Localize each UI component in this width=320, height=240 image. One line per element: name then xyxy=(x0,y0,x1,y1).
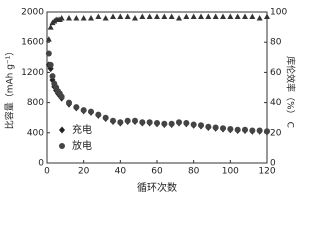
y-tick-label: 400 xyxy=(27,128,44,138)
y-tick-label: 2000 xyxy=(21,8,44,18)
point xyxy=(161,13,168,20)
point xyxy=(234,126,241,133)
point xyxy=(88,108,94,115)
point xyxy=(117,119,124,126)
point xyxy=(132,117,138,124)
point xyxy=(227,13,234,20)
x-tick-label: 20 xyxy=(78,167,90,177)
point xyxy=(58,93,65,100)
point xyxy=(88,15,94,21)
point xyxy=(80,15,87,21)
point xyxy=(132,15,138,21)
point xyxy=(212,13,219,20)
x-tick-label: 120 xyxy=(258,167,275,177)
point xyxy=(234,13,241,20)
point xyxy=(190,121,197,128)
point xyxy=(95,13,102,20)
point xyxy=(102,15,109,21)
point xyxy=(110,117,116,124)
point xyxy=(176,119,182,126)
point xyxy=(256,15,263,21)
point xyxy=(205,123,212,130)
point xyxy=(154,119,160,126)
point xyxy=(45,50,52,57)
point xyxy=(227,126,234,133)
point xyxy=(80,107,87,114)
point xyxy=(73,104,80,111)
point xyxy=(47,24,54,30)
point xyxy=(249,127,256,134)
y-tick-label: 0 xyxy=(38,159,44,169)
point xyxy=(139,119,146,126)
point xyxy=(249,13,256,20)
point xyxy=(95,111,102,118)
y2-axis-label: 库伦效率（%） C xyxy=(285,56,297,128)
point xyxy=(45,36,52,42)
x-tick-label: 40 xyxy=(115,167,127,177)
point xyxy=(124,13,131,20)
point xyxy=(124,117,131,124)
point xyxy=(146,119,153,126)
point xyxy=(154,13,160,20)
point xyxy=(264,128,270,135)
point xyxy=(73,15,80,21)
point xyxy=(256,127,263,134)
point xyxy=(117,13,124,20)
x-axis-label: 循环次数 xyxy=(137,181,177,194)
x-tick-label: 100 xyxy=(222,167,239,177)
y2-tick-label: 100 xyxy=(270,8,287,18)
chart: 循环次数 比容量（mAh g⁻¹） 库伦效率（%） C 0 20 40 60 80 100… xyxy=(4,8,297,195)
point xyxy=(242,126,248,133)
y2-tick-label: 20 xyxy=(270,128,282,138)
point xyxy=(66,99,72,106)
point xyxy=(110,13,116,20)
x-tick-label: 80 xyxy=(188,167,200,177)
point xyxy=(190,13,197,20)
point xyxy=(176,15,182,21)
legend-label: 放电 xyxy=(72,139,92,152)
point xyxy=(168,13,175,20)
point xyxy=(220,13,226,20)
point xyxy=(139,13,146,20)
point xyxy=(49,73,56,80)
point xyxy=(183,119,190,126)
point xyxy=(198,13,204,20)
y2-tick-label: 0 xyxy=(270,159,276,169)
point xyxy=(242,13,248,20)
legend-marker xyxy=(59,126,65,134)
point xyxy=(264,13,270,20)
point xyxy=(220,125,226,132)
point xyxy=(183,13,190,20)
x-tick-label: 0 xyxy=(44,167,50,177)
point xyxy=(66,15,72,21)
point xyxy=(161,120,168,127)
point xyxy=(212,124,219,131)
y2-tick-label: 60 xyxy=(270,68,282,78)
y2-tick-label: 80 xyxy=(270,38,282,48)
point xyxy=(205,13,212,20)
x-tick-label: 60 xyxy=(151,167,163,177)
y2-tick-label: 40 xyxy=(270,98,282,108)
y-axis-label: 比容量（mAh g⁻¹） xyxy=(4,47,16,130)
y-tick-label: 1200 xyxy=(21,68,44,78)
legend-label: 充电 xyxy=(72,123,92,136)
point xyxy=(47,61,54,68)
point xyxy=(198,122,204,129)
y-tick-label: 800 xyxy=(27,98,44,108)
y-tick-label: 1600 xyxy=(21,38,44,48)
point xyxy=(146,13,153,20)
point xyxy=(168,120,175,127)
point xyxy=(58,15,65,21)
point xyxy=(102,114,109,121)
legend-marker xyxy=(59,143,65,149)
